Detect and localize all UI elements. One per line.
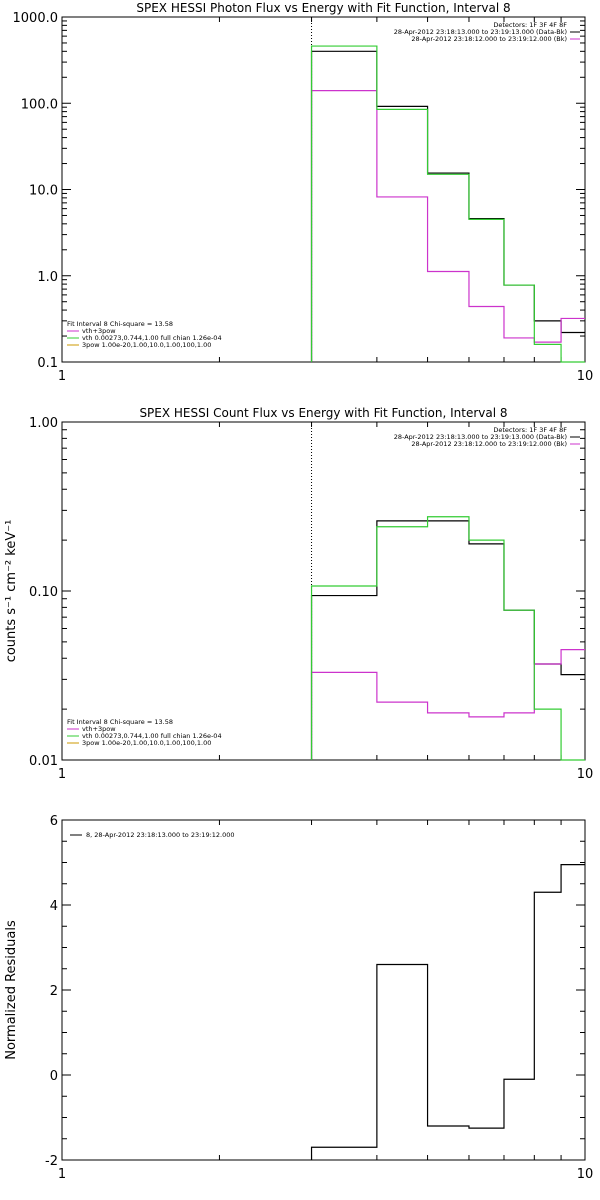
legend-entry: 28-Apr-2012 23:18:12.000 to 23:19:12.000… [411,35,567,43]
y-tick-label: 1.0 [37,270,58,285]
legend-entry: Fit Interval 8 Chi-square = 13.58 [67,320,173,328]
legend-entry: 3pow 1.00e-20,1.00,10.0,1.00,100,1.00 [82,341,211,349]
legend-entry: 28-Apr-2012 23:18:13.000 to 23:19:13.000… [394,28,567,36]
y-tick-label: 6 [50,814,58,829]
legend-entry: vth 0.00273,0.744,1.00 full chian 1.26e-… [82,334,222,342]
x-tick-label: 1 [58,1167,66,1182]
count-flux-panel: SPEX HESSI Count Flux vs Energy with Fit… [4,406,593,782]
legend-entry: vth 0.00273,0.744,1.00 full chian 1.26e-… [82,732,222,740]
y-tick-label: 1000.0 [13,11,59,26]
residuals-panel: -2 0 2 4 6 1 10 Normalized Residuals 8, 28-Apr-2… [4,814,593,1182]
y-tick-label: -2 [45,1154,58,1169]
legend-entry: Fit Interval 8 Chi-square = 13.58 [67,718,173,726]
chart-title: SPEX HESSI Count Flux vs Energy with Fit… [139,406,507,420]
series-bk [310,90,585,362]
y-tick-label: 4 [50,899,58,914]
x-tick-label: 1 [58,369,66,384]
x-tick-label: 1 [58,767,66,782]
y-tick-label: 0 [50,1069,58,1084]
plot-frame [61,421,586,761]
x-tick-label: 10 [577,767,594,782]
chart-title: SPEX HESSI Photon Flux vs Energy with Fi… [136,1,510,15]
legend-entry: Detectors: 1F 3F 4F 8F [493,21,567,29]
legend-entry: vth+3pow [82,327,116,335]
x-tick-label: 10 [577,369,594,384]
legend-entry: vth+3pow [82,725,116,733]
y-tick-label: 0.01 [29,754,58,769]
series-data-bk [310,50,585,362]
plot-frame [61,819,586,1161]
photon-flux-panel: SPEX HESSI Photon Flux vs Energy with Fi… [13,1,594,384]
y-tick-label: 10.0 [29,184,58,199]
series-vth-3pow [310,45,585,363]
y-tick-label: 0.10 [29,585,58,600]
legend-entry: 28-Apr-2012 23:18:13.000 to 23:19:13.000… [394,433,567,441]
series-8-28-apr-2012-23-18-13-000-to-23-19-12-000 [310,864,585,1160]
x-tick-label: 10 [577,1167,594,1182]
legend-entry: 8, 28-Apr-2012 23:18:13.000 to 23:19:12.… [86,831,235,839]
series-vth-3pow [310,516,585,761]
y-axis-label: counts s⁻¹ cm⁻² keV⁻¹ [4,520,19,663]
series-bk [310,649,585,760]
y-tick-label: 2 [50,984,58,999]
y-tick-label: 1.00 [29,416,58,431]
legend-entry: 3pow 1.00e-20,1.00,10.0,1.00,100,1.00 [82,739,211,747]
plot-frame [61,16,586,363]
legend-entry: Detectors: 1F 3F 4F 8F [493,426,567,434]
series-data-bk [310,520,585,760]
y-axis-label: Normalized Residuals [4,920,19,1060]
y-tick-label: 100.0 [21,97,58,112]
legend-entry: 28-Apr-2012 23:18:12.000 to 23:19:12.000… [411,440,567,448]
y-tick-label: 0.1 [37,356,58,371]
